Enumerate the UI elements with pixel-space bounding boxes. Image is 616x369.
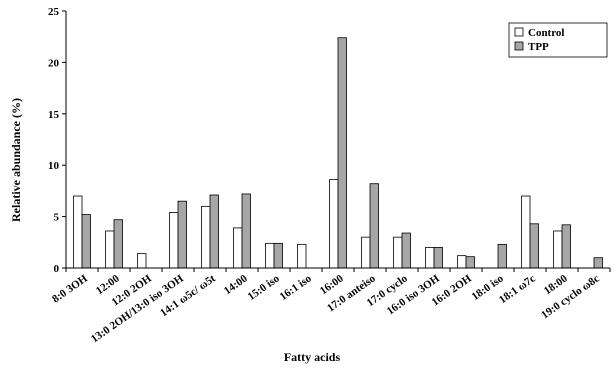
bar-tpp-6: [273, 242, 283, 269]
y-ticks-group: 0 5 10 15 20 25: [48, 6, 66, 275]
bar-control-10: [393, 236, 403, 269]
bar-tpp-14: [529, 223, 539, 269]
y-tick-label: 25: [48, 6, 60, 18]
y-tick-label: 0: [54, 263, 60, 275]
bar-control-7: [297, 243, 307, 269]
x-tick-label: 15:0 iso: [246, 272, 283, 303]
bar-tpp-16: [593, 257, 603, 269]
bar-control-9: [361, 236, 371, 269]
y-axis-title: Relative abundance (%): [9, 98, 23, 222]
bar-tpp-15: [561, 224, 571, 269]
x-tick-label: 8:0 3OH: [50, 272, 90, 305]
axes-group: [65, 11, 610, 269]
bar-tpp-5: [241, 193, 251, 269]
bar-control-6: [265, 242, 275, 269]
bar-tpp-12: [465, 256, 475, 269]
y-tick-label: 20: [48, 57, 60, 69]
x-tick-label: 16:1 iso: [278, 272, 315, 303]
bars-group: [73, 37, 603, 269]
bar-control-11: [425, 247, 435, 269]
legend-box: [508, 22, 608, 58]
bar-tpp-13: [497, 243, 507, 269]
bar-tpp-11: [433, 247, 443, 269]
bar-control-15: [553, 230, 563, 269]
y-tick-label: 15: [48, 109, 60, 121]
bar-tpp-8: [337, 37, 347, 269]
bar-control-5: [233, 227, 243, 269]
bar-tpp-1: [113, 219, 123, 269]
legend-label-tpp: TPP: [528, 41, 549, 53]
y-tick-label: 10: [48, 160, 60, 172]
bar-control-0: [73, 195, 83, 269]
legend: Control TPP: [508, 22, 608, 58]
bar-control-14: [521, 195, 531, 269]
bar-control-1: [105, 230, 115, 269]
bar-tpp-3: [177, 200, 187, 269]
bar-control-4: [201, 205, 211, 269]
bar-tpp-4: [209, 194, 219, 269]
bar-control-2: [137, 253, 147, 269]
legend-swatch-tpp: [514, 41, 524, 51]
x-tick-label: 18:1 ω7c: [497, 273, 538, 307]
bar-control-12: [457, 255, 467, 269]
bar-tpp-9: [369, 183, 379, 269]
x-axis-title: Fatty acids: [284, 350, 341, 364]
bar-control-3: [169, 212, 179, 269]
legend-label-control: Control: [528, 27, 564, 39]
bar-tpp-0: [81, 214, 91, 269]
bar-control-8: [329, 179, 339, 269]
y-tick-label: 5: [54, 212, 60, 224]
bar-tpp-10: [401, 232, 411, 269]
legend-swatch-control: [514, 27, 524, 37]
x-tick-label: 14:1 ω5c/ ω5t: [158, 272, 218, 319]
